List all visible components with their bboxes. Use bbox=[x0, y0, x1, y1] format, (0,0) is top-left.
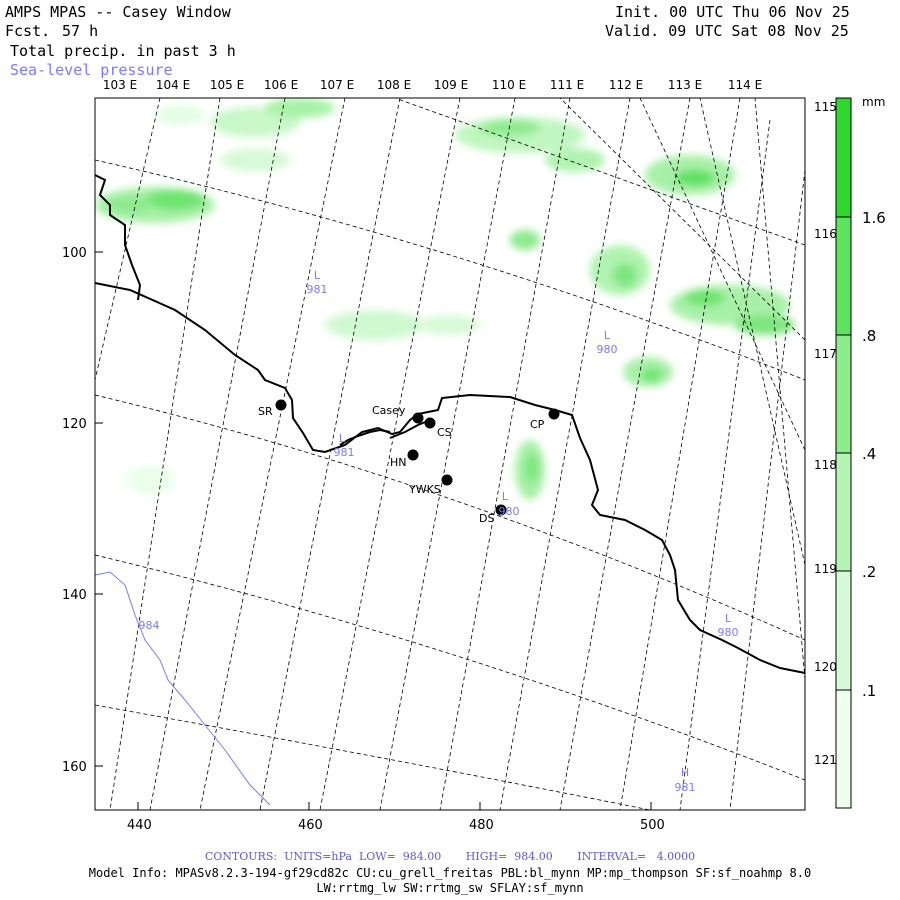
precip-shading bbox=[95, 98, 795, 500]
colorbar-label: .2 bbox=[862, 563, 876, 581]
station-dot-SR bbox=[275, 399, 287, 411]
colorbar-label: .4 bbox=[862, 445, 876, 463]
pressure-center-value: 981 bbox=[307, 283, 328, 296]
station-label-CP: CP bbox=[530, 418, 545, 431]
lon-label-top: 114 E bbox=[728, 78, 762, 92]
station-dot-DS bbox=[495, 504, 507, 516]
pressure-center-value: 981 bbox=[675, 781, 696, 794]
station-dot-CP bbox=[548, 408, 560, 420]
pressure-center-letter: L bbox=[604, 329, 611, 342]
colorbar-unit: mm bbox=[862, 95, 885, 109]
colorbar-swatch bbox=[836, 335, 851, 453]
station-label-casey: Casey bbox=[372, 404, 406, 417]
forecast-hour: 57 h bbox=[62, 22, 99, 40]
station-label-HN: HN bbox=[390, 456, 407, 469]
pressure-center-value: 980 bbox=[597, 343, 618, 356]
station-label-DS: DS bbox=[479, 512, 494, 525]
pressure-center-value: 980 bbox=[718, 626, 739, 639]
pressure-center-letter: L bbox=[502, 490, 509, 503]
lon-label-top: 113 E bbox=[668, 78, 702, 92]
colorbar-label: .8 bbox=[862, 327, 876, 345]
colorbar-swatch bbox=[836, 690, 851, 808]
pressure-center-letter: H bbox=[681, 766, 689, 779]
lon-label-top: 103 E bbox=[103, 78, 137, 92]
pressure-center-letter: L bbox=[314, 269, 321, 282]
lon-label-top: 105 E bbox=[210, 78, 244, 92]
contours-info: CONTOURS: UNITS=hPa LOW= 984.00 HIGH= 98… bbox=[204, 850, 696, 863]
lon-label-top: 109 E bbox=[434, 78, 468, 92]
lon-label-top: 104 E bbox=[156, 78, 190, 92]
lon-label-top: 110 E bbox=[492, 78, 526, 92]
pressure-center-letter: L bbox=[725, 612, 732, 625]
x-tick-label: 480 bbox=[469, 818, 494, 833]
lon-label-top: 107 E bbox=[320, 78, 354, 92]
x-tick-label: 460 bbox=[298, 818, 323, 833]
valid-time: Valid. 09 UTC Sat 08 Nov 25 bbox=[605, 22, 849, 40]
station-dot-CS bbox=[424, 417, 436, 429]
pressure-center-value: 980 bbox=[499, 505, 520, 518]
init-time: Init. 00 UTC Thu 06 Nov 25 bbox=[615, 3, 850, 21]
pressure-contour-984 bbox=[95, 571, 271, 806]
lon-label-top: 108 E bbox=[377, 78, 411, 92]
y-tick-label: 120 bbox=[62, 417, 87, 432]
plot-frame bbox=[94, 97, 806, 811]
overlay-title: Sea-level pressure bbox=[10, 61, 173, 79]
station-dot-YWKS bbox=[441, 474, 453, 486]
graticule bbox=[95, 98, 805, 810]
colorbar-swatch bbox=[836, 217, 851, 335]
y-tick-label: 140 bbox=[62, 588, 87, 603]
colorbar-swatch bbox=[836, 98, 851, 217]
map-title: AMPS MPAS -- Casey Window bbox=[5, 3, 231, 21]
station-label-YWKS: YWKS bbox=[408, 483, 441, 496]
y-tick-label: 100 bbox=[62, 246, 87, 261]
model-info-line-1: Model Info: MPASv8.2.3-194-gf29cd82c CU:… bbox=[88, 866, 812, 880]
coastline bbox=[95, 174, 805, 674]
colorbar-swatch bbox=[836, 453, 851, 571]
field-title: Total precip. in past 3 h bbox=[10, 42, 236, 60]
station-label-SR: SR bbox=[258, 405, 273, 418]
pressure-center-letter: L bbox=[339, 432, 346, 445]
colorbar-label: 1.6 bbox=[862, 209, 886, 227]
lon-label-top: 111 E bbox=[550, 78, 584, 92]
x-tick-label: 440 bbox=[127, 818, 152, 833]
lon-label-top: 106 E bbox=[264, 78, 298, 92]
pressure-center-value: 981 bbox=[334, 446, 355, 459]
model-info-line-2: LW:rrtmg_lw SW:rrtmg_sw SFLAY:sf_mynn bbox=[316, 881, 584, 895]
lon-label-top: 112 E bbox=[609, 78, 643, 92]
y-axis-ticks bbox=[95, 251, 652, 810]
colorbar-swatch bbox=[836, 571, 851, 690]
colorbar bbox=[835, 97, 852, 809]
contour-label-984: 984 bbox=[139, 619, 160, 632]
x-tick-label: 500 bbox=[640, 818, 665, 833]
y-tick-label: 160 bbox=[62, 760, 87, 775]
station-dot-HN bbox=[407, 449, 419, 461]
station-label-CS: CS bbox=[437, 426, 452, 439]
colorbar-label: .1 bbox=[862, 682, 876, 700]
forecast-label: Fcst. bbox=[5, 22, 51, 40]
station-dot-casey bbox=[412, 412, 424, 424]
